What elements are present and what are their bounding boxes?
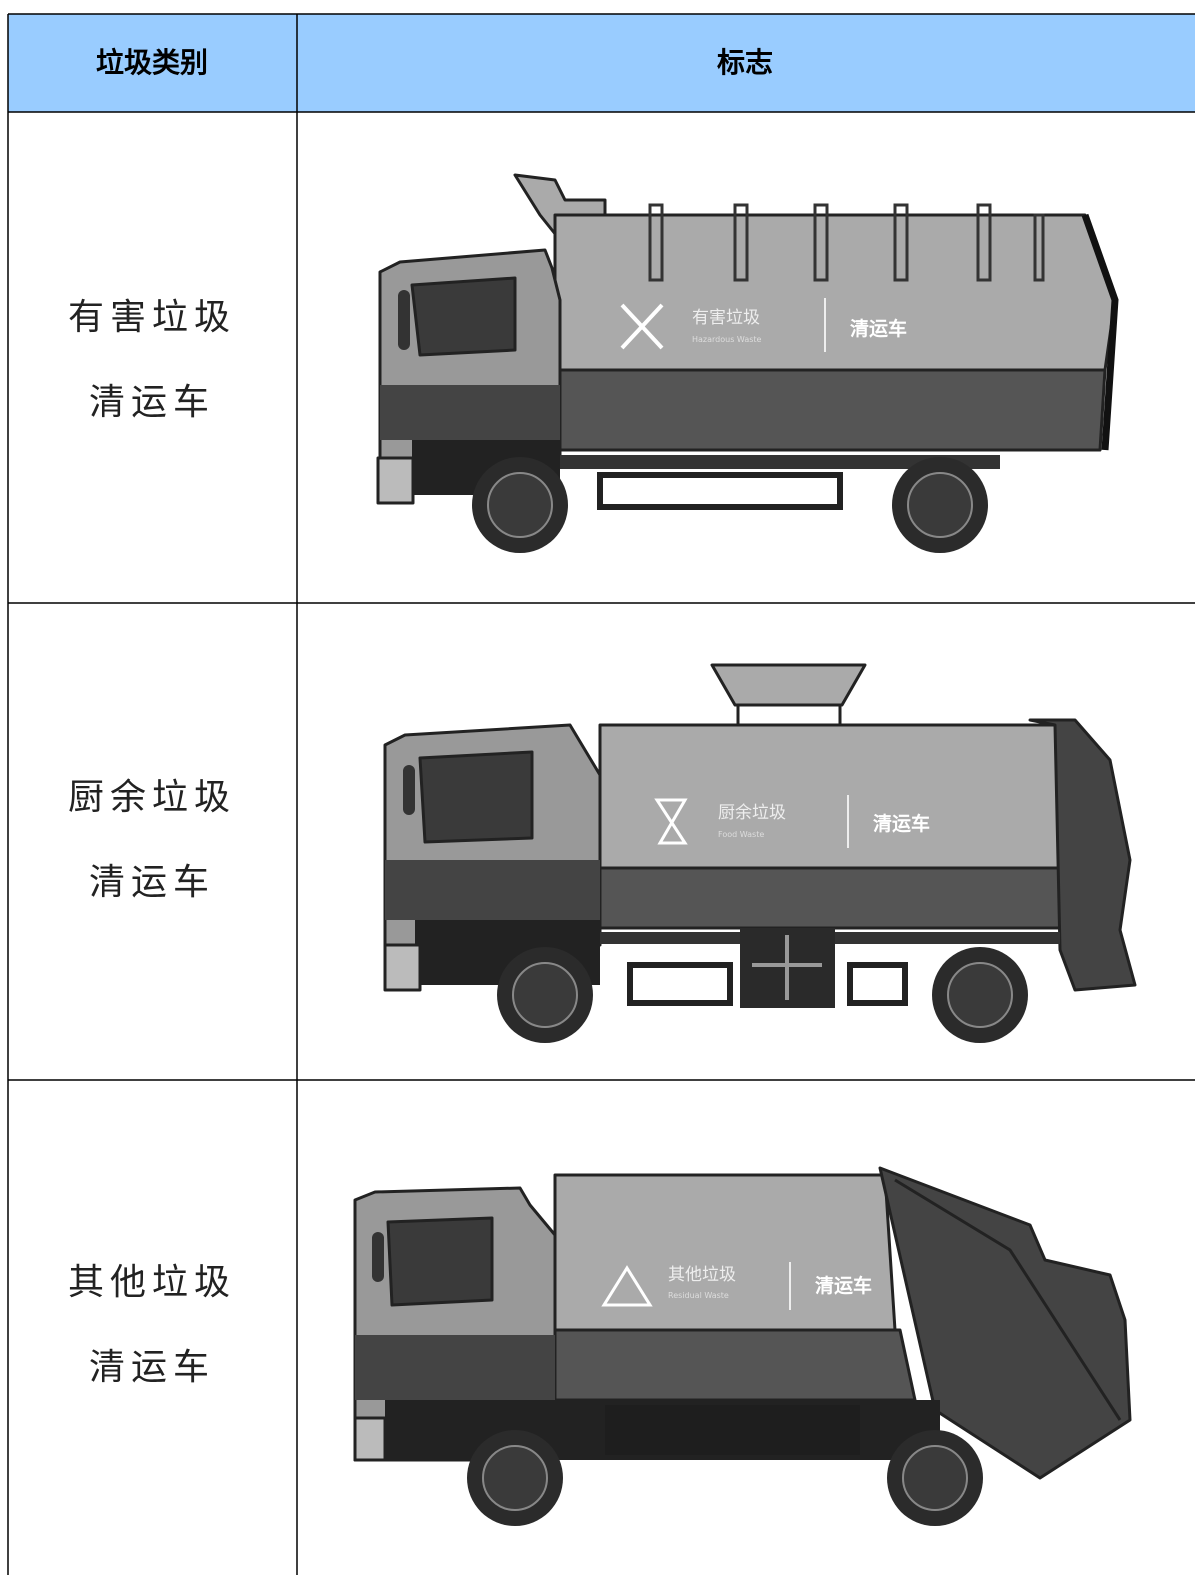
sign-name: 有害垃圾 <box>692 308 760 328</box>
category: 清运车 <box>89 862 215 903</box>
header-bg <box>8 14 1195 112</box>
category: 厨余垃圾 <box>68 777 236 818</box>
truck-hazardous: 有害垃圾 Hazardous Waste 清运车 <box>376 173 1119 553</box>
sign-label: 清运车 <box>850 317 907 340</box>
truck-residual: 其他垃圾 Residual Waste 清运车 <box>353 1166 1132 1526</box>
sign-name: 厨余垃圾 <box>718 803 786 823</box>
category: 其他垃圾 <box>68 1262 236 1303</box>
sign-name: 其他垃圾 <box>668 1265 736 1285</box>
category: 清运车 <box>89 1347 215 1388</box>
sign-english: Hazardous Waste <box>692 335 762 344</box>
truck-food: 厨余垃圾 Food Waste 清运车 <box>383 663 1137 1043</box>
header-cell: 垃圾类别 <box>96 46 208 79</box>
category: 清运车 <box>89 382 215 423</box>
sign-english: Food Waste <box>718 830 764 839</box>
header-cell: 标志 <box>717 46 773 79</box>
sign-english: Residual Waste <box>668 1291 729 1300</box>
sign-label: 清运车 <box>815 1274 872 1297</box>
sign-label: 清运车 <box>873 812 930 835</box>
category: 有害垃圾 <box>68 297 236 338</box>
